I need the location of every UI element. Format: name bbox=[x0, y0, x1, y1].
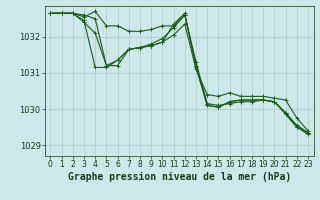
X-axis label: Graphe pression niveau de la mer (hPa): Graphe pression niveau de la mer (hPa) bbox=[68, 172, 291, 182]
